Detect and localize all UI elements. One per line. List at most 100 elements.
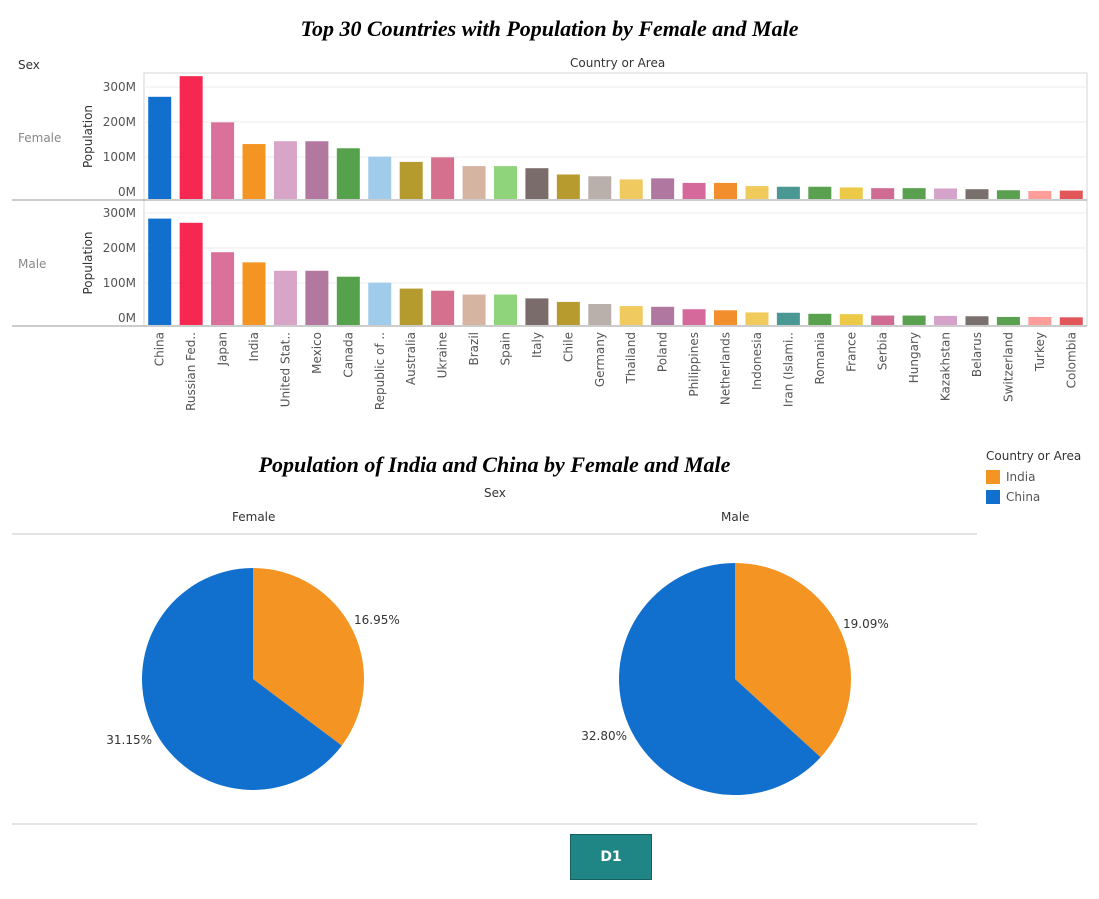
bar-male (399, 288, 423, 325)
bar-male (588, 304, 612, 325)
pie-data-label: 16.95% (354, 613, 400, 627)
bar-male (305, 270, 329, 325)
bar-male (431, 290, 455, 325)
x-tick-label: Japan (216, 332, 230, 366)
x-tick-label: Russian Fed.. (184, 332, 198, 411)
x-tick-label: Thailand (624, 332, 638, 385)
bar-male (368, 282, 392, 325)
pie-data-label: 31.15% (106, 733, 152, 747)
pie-chart-title: Population of India and China by Female … (258, 452, 731, 477)
row-header-sex: Sex (18, 58, 40, 72)
bar-female (242, 144, 266, 199)
x-tick-label: Canada (341, 332, 355, 378)
bar-female (273, 141, 297, 199)
bar-female (368, 156, 392, 199)
row-label-female: Female (18, 131, 62, 145)
bar-female (148, 96, 172, 199)
x-tick-label: Serbia (876, 332, 890, 370)
bar-female (776, 186, 800, 199)
bar-female (336, 148, 360, 199)
x-tick-label: Romania (813, 332, 827, 384)
x-tick-label: Colombia (1064, 332, 1078, 388)
bar-female (714, 182, 738, 199)
x-tick-label: Mexico (310, 332, 324, 374)
x-tick-label: Republic of .. (373, 332, 387, 410)
legend-item-india[interactable]: India (986, 467, 1081, 487)
bar-female (556, 174, 580, 199)
x-tick-label: United Stat.. (278, 332, 292, 407)
x-tick-label: Ukraine (436, 332, 450, 378)
bar-male (934, 315, 958, 325)
bar-male (148, 218, 172, 325)
y-tick-label: 300M (103, 206, 136, 220)
x-tick-label: Chile (561, 332, 575, 362)
x-tick-label: Belarus (970, 332, 984, 377)
bar-female (871, 188, 895, 199)
bar-male (1059, 317, 1083, 325)
bar-female (902, 188, 926, 199)
x-tick-label: Iran (Islami.. (781, 332, 795, 407)
x-tick-label: Indonesia (750, 332, 764, 390)
bar-chart-title: Top 30 Countries with Population by Fema… (300, 16, 799, 41)
y-axis-label: Population (81, 105, 95, 168)
bar-female (431, 157, 455, 199)
pie-slice-male-china (619, 563, 821, 795)
x-tick-label: Spain (498, 332, 512, 366)
x-tick-label: Brazil (467, 332, 481, 366)
pie-header-sex: Sex (484, 486, 506, 500)
bar-female (493, 166, 517, 199)
bar-male (871, 315, 895, 325)
bar-female (462, 166, 486, 199)
x-tick-label: Kazakhstan (939, 332, 953, 401)
bar-male (525, 298, 549, 325)
y-tick-label: 100M (103, 276, 136, 290)
bar-male (493, 294, 517, 325)
x-tick-label: Australia (404, 332, 418, 385)
x-tick-label: France (844, 332, 858, 372)
d1-button[interactable]: D1 (570, 834, 652, 880)
bar-female (651, 178, 675, 199)
legend-label-india: India (1006, 470, 1036, 484)
bar-female (745, 186, 769, 199)
pie-facet-female: Female (232, 510, 276, 524)
bar-female (399, 161, 423, 199)
bar-female (305, 141, 329, 199)
y-tick-label: 100M (103, 150, 136, 164)
x-tick-label: Poland (656, 332, 670, 372)
row-label-male: Male (18, 257, 47, 271)
bar-male (619, 306, 643, 325)
legend-title: Country or Area (986, 449, 1082, 463)
y-tick-label: 0M (118, 185, 136, 199)
bar-male (714, 310, 738, 325)
x-tick-label: Philippines (687, 332, 701, 397)
bar-male (776, 312, 800, 325)
bar-male (242, 262, 266, 325)
bar-male (808, 313, 832, 325)
bar-female (682, 182, 706, 199)
x-tick-label: Italy (530, 332, 544, 358)
bar-male (1028, 316, 1052, 325)
bar-male (902, 315, 926, 325)
y-tick-label: 200M (103, 115, 136, 129)
bar-female (179, 76, 203, 199)
pie-data-label: 19.09% (843, 617, 889, 631)
legend: Country or Area India China (986, 449, 1081, 507)
bar-male (179, 222, 203, 325)
legend-item-china[interactable]: China (986, 487, 1081, 507)
bar-male (682, 309, 706, 325)
y-tick-label: 200M (103, 241, 136, 255)
pie-slice-male-india (735, 563, 852, 758)
pie-slice-female-india (253, 568, 365, 746)
x-tick-label: Netherlands (719, 332, 733, 405)
x-tick-label: Switzerland (1001, 332, 1015, 402)
bar-male (965, 316, 989, 325)
bar-male (745, 312, 769, 325)
y-tick-label: 0M (118, 311, 136, 325)
bar-female (1059, 190, 1083, 199)
bar-male (996, 316, 1020, 325)
bar-female (996, 190, 1020, 199)
bar-female (808, 186, 832, 199)
x-tick-label: China (153, 332, 167, 366)
x-tick-label: Germany (593, 332, 607, 387)
bar-female (211, 122, 235, 199)
